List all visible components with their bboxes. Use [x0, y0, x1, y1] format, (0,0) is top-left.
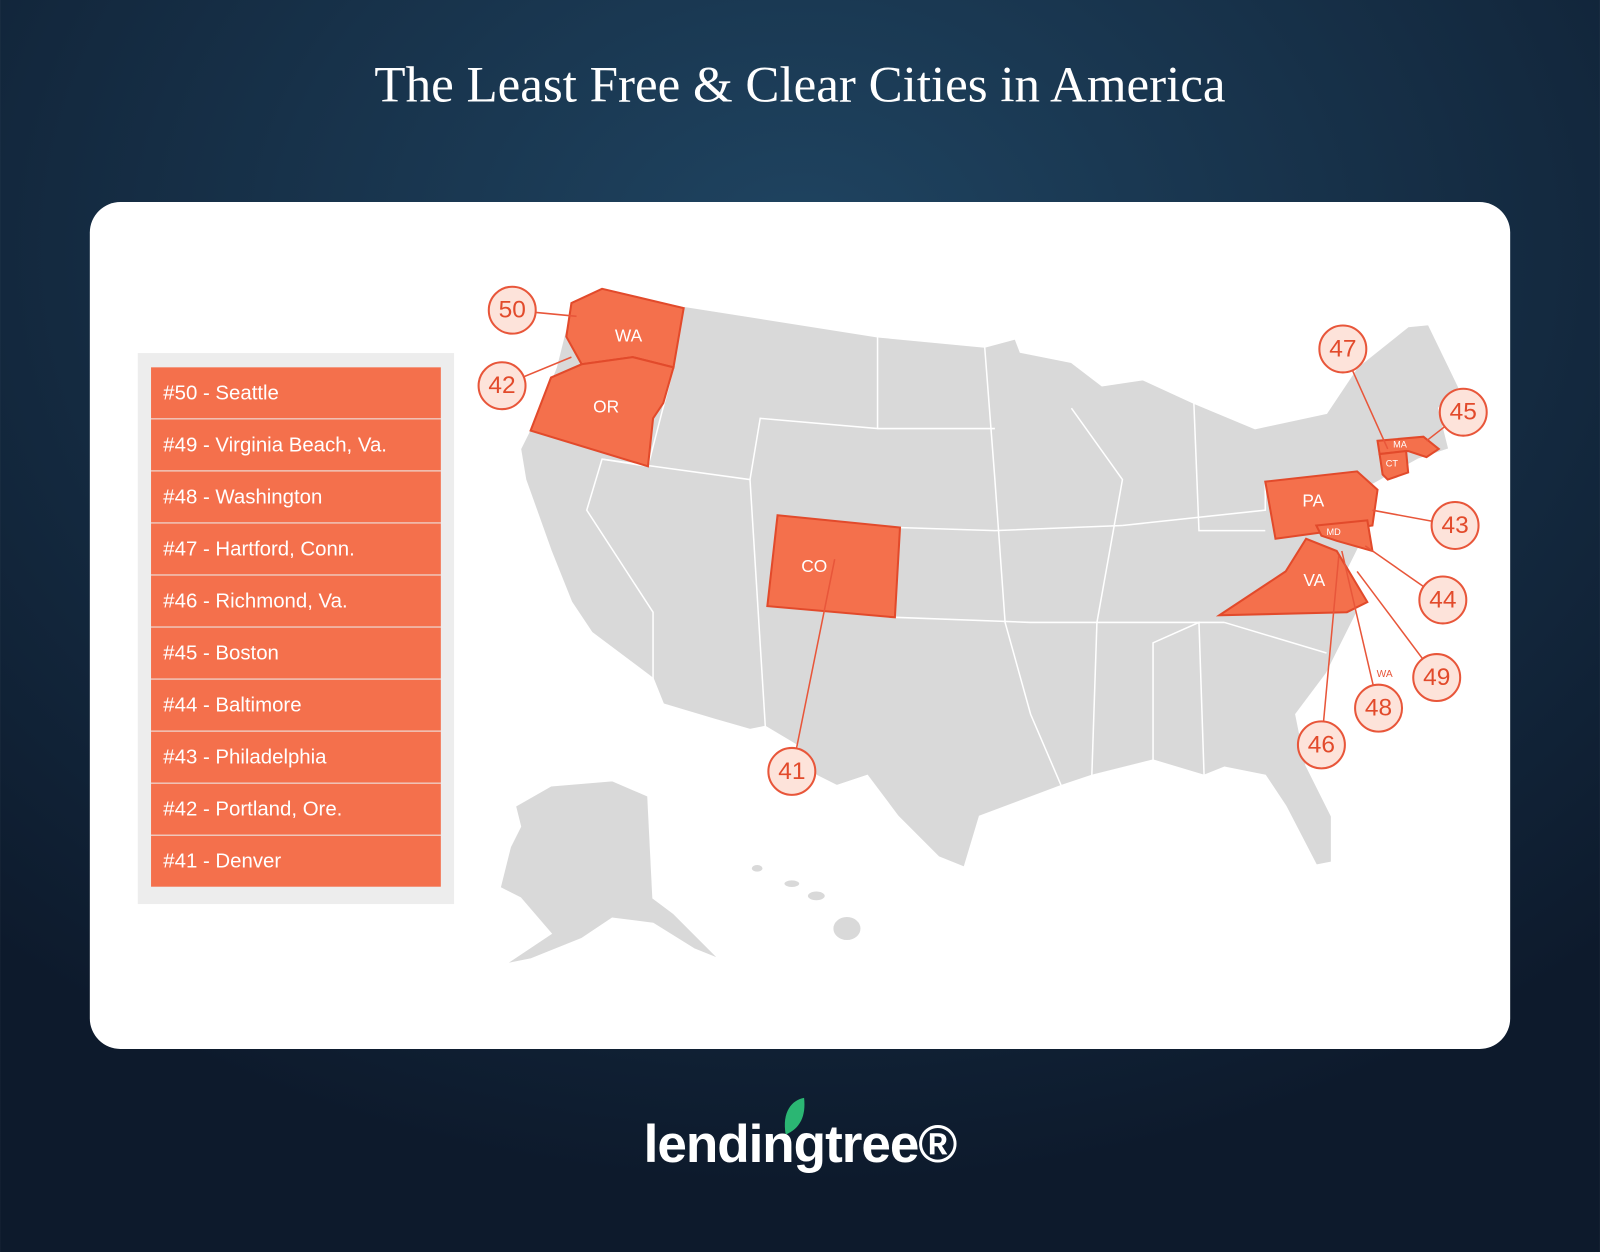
ranking-text: #48 - Washington: [163, 486, 322, 508]
marker-circle: [1438, 387, 1488, 437]
ranking-text: #41 - Denver: [163, 851, 281, 873]
marker-circle: [1412, 653, 1462, 703]
ranking-row: [151, 627, 441, 679]
logo: lendingtree®: [644, 1097, 958, 1174]
ranking-text: #47 - Hartford, Conn.: [163, 538, 355, 560]
state-label: MA: [1393, 439, 1408, 449]
leader-line: [791, 559, 836, 772]
ranking-row: [151, 679, 441, 731]
state-label: OR: [593, 397, 619, 417]
alaska: [499, 779, 720, 966]
marker-circle: [1354, 683, 1404, 733]
marker-text: 41: [778, 758, 805, 785]
ranking-row: [151, 367, 441, 419]
leader-line: [1320, 556, 1340, 745]
ranking-text: #49 - Virginia Beach, Va.: [163, 434, 387, 456]
dc-label: WA: [1377, 669, 1393, 680]
leader-line: [1341, 550, 1380, 709]
ranking-text: #46 - Richmond, Va.: [163, 590, 347, 612]
marker-text: 43: [1441, 512, 1468, 539]
ranking-text: #44 - Baltimore: [163, 694, 301, 716]
marker-text: 44: [1429, 586, 1456, 613]
marker-circle: [1296, 720, 1346, 770]
ranking-row: [151, 731, 441, 783]
state-or: [529, 356, 675, 468]
ranking-row: [151, 419, 441, 471]
hawaii: [750, 863, 765, 874]
state-va: [1215, 537, 1369, 617]
marker-text: 49: [1423, 664, 1450, 691]
state-md: [1314, 519, 1374, 553]
ranking-text: #45 - Boston: [163, 642, 279, 664]
ranking-row: [151, 523, 441, 575]
state-ct: [1378, 449, 1410, 481]
ranking-row: [151, 783, 441, 835]
ranking-text: #42 - Portland, Ore.: [163, 799, 342, 821]
ranking-text: #43 - Philadelphia: [163, 747, 327, 769]
marker-text: 45: [1450, 399, 1477, 426]
marker-text: 48: [1365, 695, 1392, 722]
hawaii: [782, 878, 801, 889]
state-labels: WA OR CO PA VA MD MA CT: [593, 325, 1408, 590]
state-label: CO: [801, 556, 827, 576]
marker-circle: [767, 746, 817, 796]
lower-48: [519, 287, 1461, 869]
logo-leaf: [784, 1097, 805, 1135]
marker-circle: [487, 285, 537, 335]
marker-circle: [1418, 575, 1468, 625]
marker-text: 42: [488, 372, 515, 399]
ranking-row: [151, 471, 441, 523]
hawaii: [806, 890, 827, 902]
marker-text: 50: [499, 297, 526, 324]
state-label: VA: [1303, 570, 1325, 590]
marker-circle: [477, 361, 527, 411]
marker-text: 47: [1329, 335, 1356, 362]
ranking-list: #50 - Seattle #49 - Virginia Beach, Va. #4…: [151, 367, 441, 887]
ranking-row: [151, 575, 441, 627]
marker-text: 46: [1308, 731, 1335, 758]
ranking-text: #50 - Seattle: [163, 382, 279, 404]
marker-circle: [1318, 324, 1368, 374]
us-map: [499, 287, 1461, 966]
state-label: WA: [615, 325, 643, 345]
logo-text: lendingtree®: [644, 1115, 958, 1174]
state-label: CT: [1386, 459, 1399, 469]
hawaii: [831, 915, 862, 942]
rank-markers: 50 42 47 45 43 44 49 48 46 41: [477, 285, 1488, 796]
state-label: PA: [1302, 491, 1324, 511]
ranking-row: [151, 835, 441, 887]
state-label: MD: [1327, 527, 1342, 537]
title: The Least Free & Clear Cities in America: [374, 57, 1225, 113]
state-borders: [585, 305, 1327, 786]
marker-circle: [1430, 501, 1480, 550]
